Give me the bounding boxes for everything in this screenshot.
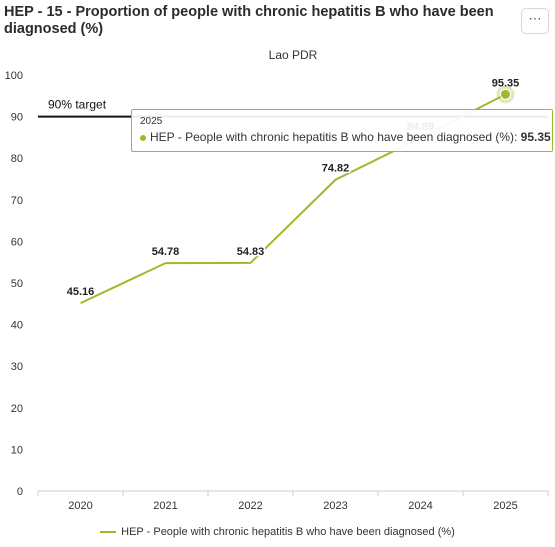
x-tick-label: 2021: [153, 500, 177, 512]
chart-subtitle: Lao PDR: [269, 48, 318, 62]
y-tick-label: 80: [11, 153, 23, 165]
x-tick-label: 2025: [493, 500, 517, 512]
y-tick-label: 50: [11, 278, 23, 290]
tooltip-series-dot: [140, 134, 146, 141]
chart-title: HEP - 15 - Proportion of people with chr…: [4, 4, 494, 37]
x-tick-label: 2020: [68, 500, 92, 512]
data-label: 54.78: [152, 246, 180, 258]
highlight-point: [500, 88, 511, 100]
y-tick-label: 60: [11, 236, 23, 248]
tooltip-value: 95.35: [520, 130, 551, 144]
y-tick-label: 70: [11, 195, 23, 207]
data-tooltip: 2025 HEP - People with chronic hepatitis…: [131, 109, 553, 152]
data-label: 74.82: [322, 163, 350, 175]
data-label: 95.35: [492, 77, 520, 89]
data-label: 45.16: [67, 286, 95, 298]
tooltip-series-name: HEP - People with chronic hepatitis B wh…: [150, 130, 514, 144]
legend-swatch: [100, 531, 117, 534]
x-tick-label: 2024: [408, 500, 432, 512]
target-label: 90% target: [48, 98, 107, 112]
data-label: 54.83: [237, 246, 265, 258]
x-tick-label: 2023: [323, 500, 347, 512]
chart-legend[interactable]: HEP - People with chronic hepatitis B wh…: [0, 526, 555, 538]
y-tick-label: 10: [11, 444, 23, 456]
legend-label: HEP - People with chronic hepatitis B wh…: [121, 526, 455, 538]
y-tick-label: 100: [5, 70, 23, 82]
y-tick-label: 30: [11, 361, 23, 373]
tooltip-line: HEP - People with chronic hepatitis B wh…: [140, 130, 551, 144]
y-tick-label: 0: [17, 486, 23, 498]
y-tick-label: 40: [11, 320, 23, 332]
tooltip-title: 2025: [140, 116, 163, 127]
chart-menu-button[interactable]: ⋯: [521, 8, 549, 34]
y-tick-label: 90: [11, 112, 23, 124]
x-tick-label: 2022: [238, 500, 262, 512]
y-tick-label: 20: [11, 403, 23, 415]
